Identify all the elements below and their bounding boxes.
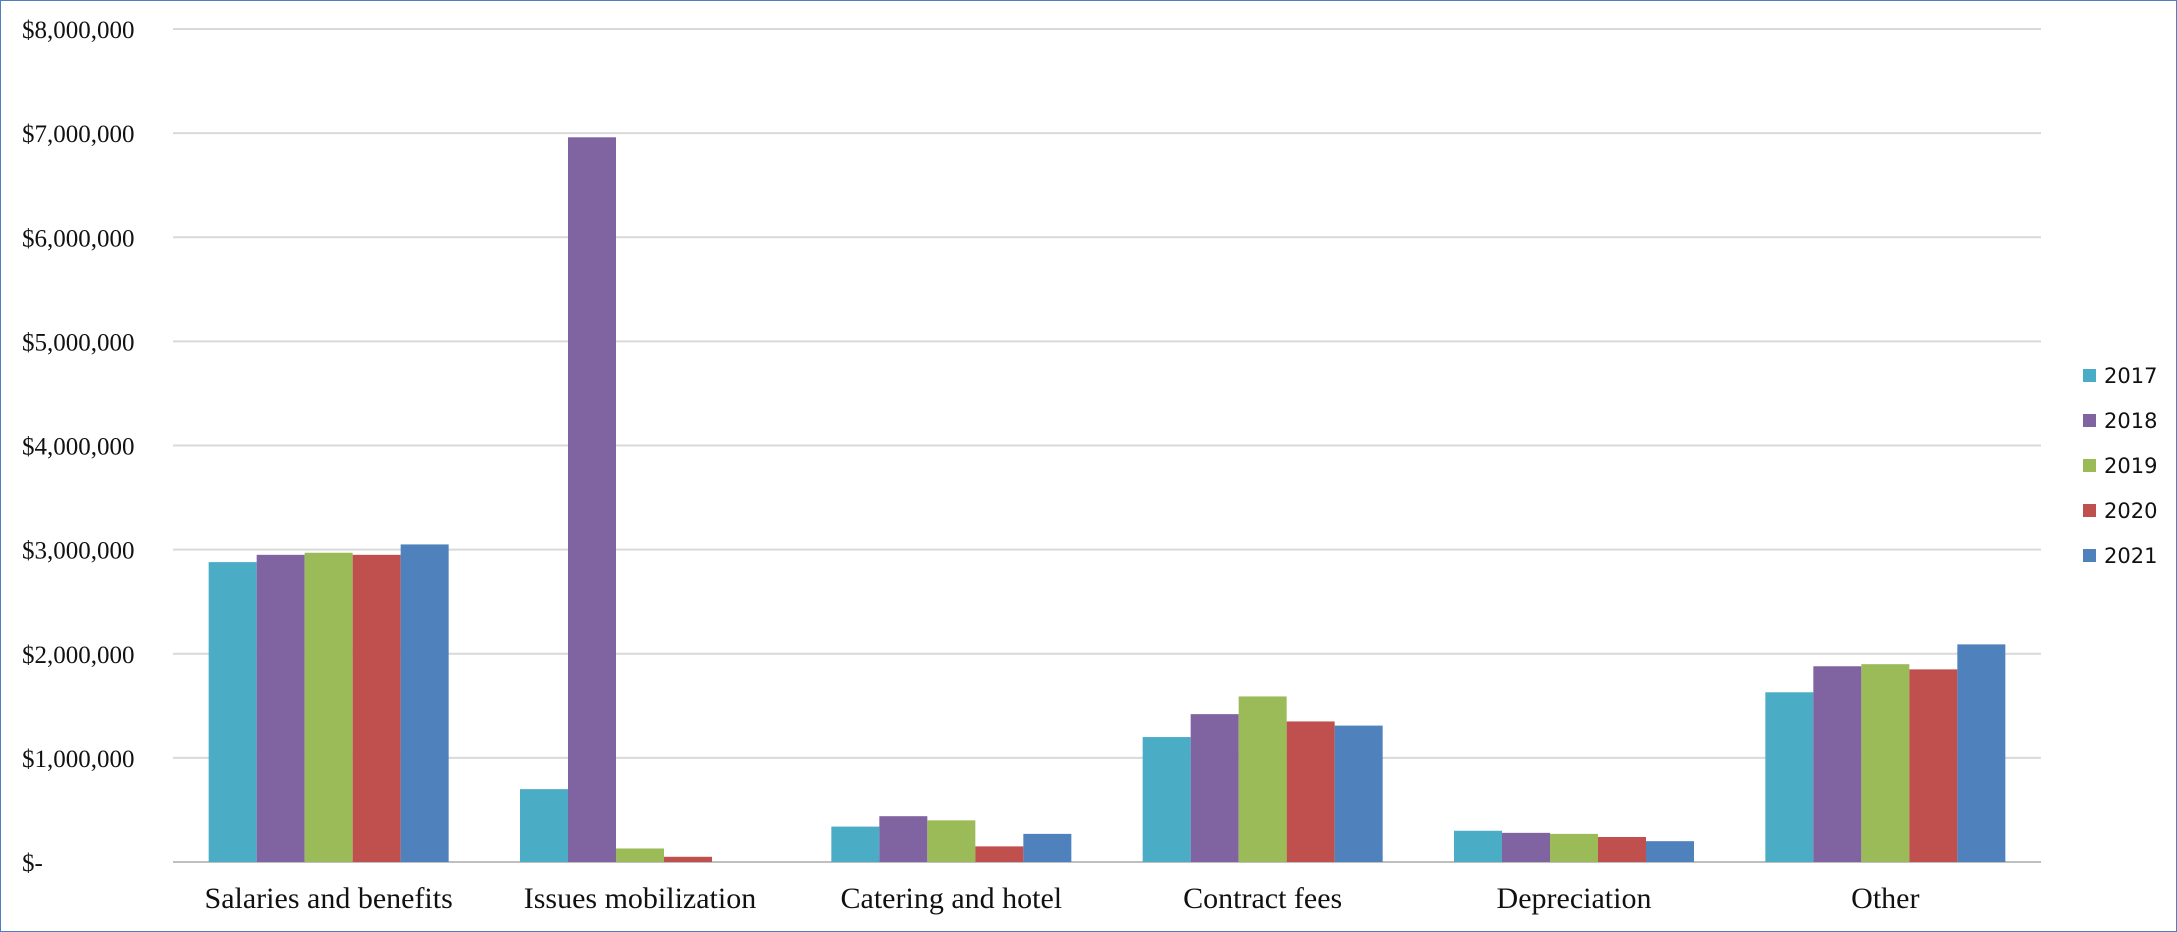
bar [1909, 669, 1958, 862]
legend-swatch [2083, 549, 2096, 562]
bar [1334, 725, 1383, 862]
bar [520, 789, 568, 862]
legend-swatch [2083, 459, 2096, 472]
bar [208, 562, 257, 862]
bar [1813, 666, 1862, 862]
y-tick-label: $1,000,000 [22, 746, 135, 773]
legend-label: 2021 [2104, 544, 2157, 568]
legend-swatch [2083, 369, 2096, 382]
legend-label: 2019 [2104, 454, 2157, 478]
y-tick-label: $4,000,000 [22, 434, 135, 461]
y-tick-label: $2,000,000 [22, 642, 135, 669]
y-tick-label: $3,000,000 [22, 538, 135, 565]
bar [927, 820, 976, 862]
x-category-label: Other [1851, 882, 1919, 915]
bar [568, 137, 616, 863]
bar [400, 544, 449, 862]
x-category-label: Depreciation [1497, 882, 1652, 915]
x-category-label: Contract fees [1183, 882, 1342, 915]
bar [1646, 841, 1694, 862]
bar [1286, 721, 1335, 862]
bar [831, 826, 880, 862]
y-tick-label: $- [22, 850, 43, 877]
legend-label: 2017 [2104, 364, 2157, 388]
bar [1861, 664, 1910, 862]
legend: 2017 2018 2019 2020 2021 [2083, 364, 2157, 568]
bar [1550, 833, 1598, 862]
bar [616, 848, 664, 862]
bar [1502, 832, 1550, 862]
y-tick-label: $7,000,000 [22, 121, 135, 148]
bar [256, 554, 305, 862]
legend-swatch [2083, 414, 2096, 427]
bar [1957, 644, 2006, 862]
x-category-label: Catering and hotel [841, 882, 1063, 915]
legend-label: 2020 [2104, 499, 2157, 523]
y-tick-label: $6,000,000 [22, 225, 135, 252]
bar [664, 856, 712, 862]
x-axis: Salaries and benefits Issues mobilization… [205, 882, 1920, 915]
legend-swatch [2083, 504, 2096, 517]
bar [1454, 830, 1502, 862]
bar [1238, 696, 1287, 862]
bars [208, 137, 2006, 863]
bar [1190, 714, 1239, 862]
bar [879, 816, 928, 862]
bar [352, 554, 401, 862]
legend-label: 2018 [2104, 409, 2157, 433]
y-tick-label: $5,000,000 [22, 329, 135, 356]
bar [1598, 837, 1646, 862]
gridlines [173, 28, 2041, 863]
bar [1765, 692, 1814, 862]
bar [1142, 737, 1191, 862]
bar [975, 846, 1024, 862]
bar [304, 552, 353, 862]
y-axis-tick-labels: $- $1,000,000 $2,000,000 $3,000,000 $4,000,0… [22, 17, 135, 877]
x-category-label: Issues mobilization [524, 882, 756, 915]
y-tick-label: $8,000,000 [22, 17, 135, 44]
x-category-label: Salaries and benefits [205, 882, 453, 915]
bar [1023, 833, 1072, 862]
